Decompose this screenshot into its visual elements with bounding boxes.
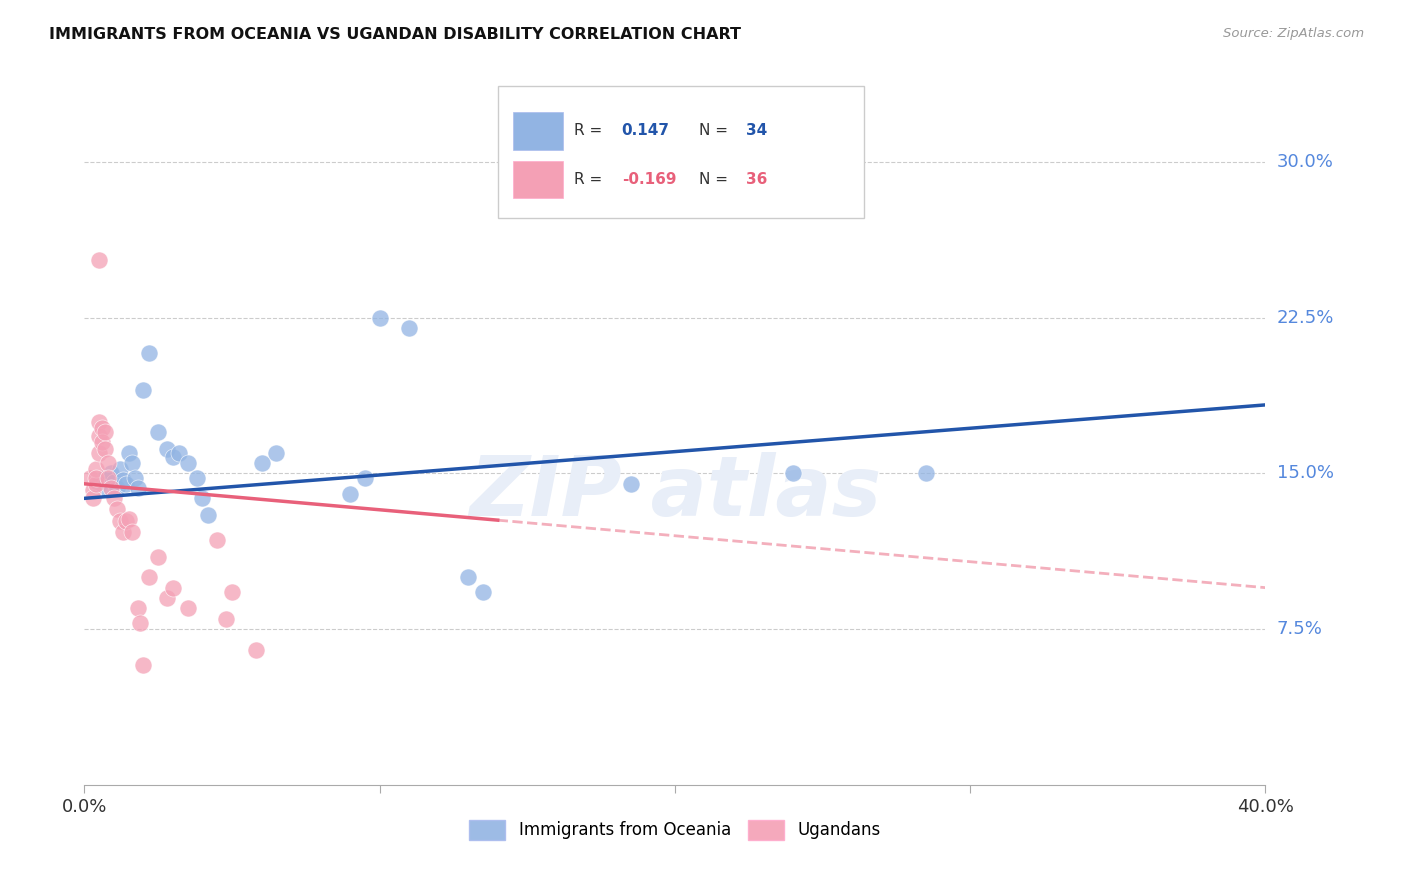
Point: [138, 570, 160, 584]
Point: [84, 470, 107, 484]
Point: [103, 491, 125, 506]
Point: [94, 470, 117, 484]
Point: [118, 445, 141, 459]
Point: [457, 570, 479, 584]
Point: [82, 483, 104, 497]
Point: [91, 421, 114, 435]
Text: N =: N =: [699, 123, 733, 138]
Point: [94, 425, 117, 439]
Point: [177, 456, 200, 470]
Legend: Immigrants from Oceania, Ugandans: Immigrants from Oceania, Ugandans: [463, 814, 887, 847]
Point: [177, 601, 200, 615]
Point: [100, 481, 122, 495]
Point: [472, 584, 495, 599]
Point: [108, 462, 131, 476]
Point: [121, 456, 143, 470]
Point: [167, 445, 190, 459]
Point: [138, 346, 160, 360]
Point: [91, 435, 114, 450]
Point: [87, 445, 111, 459]
Point: [97, 470, 120, 484]
Point: [79, 470, 101, 484]
Point: [103, 475, 125, 489]
FancyBboxPatch shape: [513, 112, 562, 150]
Point: [100, 467, 122, 481]
Point: [215, 612, 238, 626]
FancyBboxPatch shape: [498, 86, 863, 218]
Point: [121, 524, 143, 539]
Text: 36: 36: [745, 172, 768, 187]
Text: 22.5%: 22.5%: [1277, 309, 1334, 326]
Text: 0.147: 0.147: [621, 123, 669, 138]
Text: 7.5%: 7.5%: [1277, 620, 1323, 638]
Point: [111, 473, 134, 487]
Point: [782, 467, 804, 481]
Text: 34: 34: [745, 123, 768, 138]
Point: [97, 456, 120, 470]
Point: [162, 581, 184, 595]
Point: [84, 462, 107, 476]
Text: R =: R =: [575, 172, 607, 187]
Point: [339, 487, 361, 501]
Point: [82, 491, 104, 506]
Point: [207, 533, 229, 547]
Point: [148, 425, 170, 439]
Point: [129, 615, 152, 630]
Point: [354, 470, 377, 484]
Point: [191, 491, 214, 506]
Text: ZIP atlas: ZIP atlas: [468, 452, 882, 533]
Point: [84, 476, 107, 491]
Point: [111, 524, 134, 539]
Point: [156, 442, 179, 456]
Point: [87, 429, 111, 443]
Point: [186, 470, 208, 484]
Text: IMMIGRANTS FROM OCEANIA VS UGANDAN DISABILITY CORRELATION CHART: IMMIGRANTS FROM OCEANIA VS UGANDAN DISAB…: [49, 27, 741, 42]
FancyBboxPatch shape: [513, 161, 562, 198]
Point: [915, 467, 938, 481]
Point: [132, 657, 155, 672]
Point: [250, 456, 273, 470]
Point: [97, 483, 120, 497]
Point: [114, 514, 136, 528]
Point: [148, 549, 170, 564]
Point: [124, 470, 146, 484]
Text: 30.0%: 30.0%: [1277, 153, 1333, 171]
Point: [368, 310, 391, 325]
Point: [221, 584, 243, 599]
Point: [162, 450, 184, 464]
Point: [108, 514, 131, 528]
Point: [118, 512, 141, 526]
Point: [114, 476, 136, 491]
Point: [266, 445, 288, 459]
Point: [156, 591, 179, 605]
Point: [132, 384, 155, 398]
Point: [127, 481, 149, 495]
Point: [87, 252, 111, 267]
Point: [87, 476, 111, 491]
Text: R =: R =: [575, 123, 607, 138]
Text: -0.169: -0.169: [621, 172, 676, 187]
Point: [398, 321, 420, 335]
Point: [197, 508, 219, 522]
Point: [94, 442, 117, 456]
Point: [105, 501, 128, 516]
Point: [245, 643, 267, 657]
Point: [620, 476, 643, 491]
Point: [105, 481, 128, 495]
Point: [127, 601, 149, 615]
Text: Source: ZipAtlas.com: Source: ZipAtlas.com: [1223, 27, 1364, 40]
Text: 15.0%: 15.0%: [1277, 465, 1333, 483]
Point: [87, 415, 111, 429]
Text: N =: N =: [699, 172, 733, 187]
